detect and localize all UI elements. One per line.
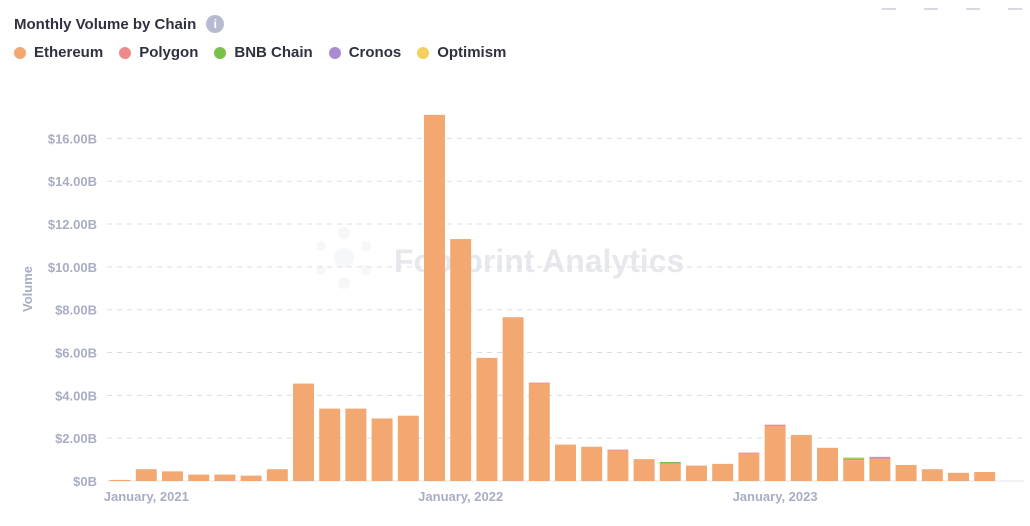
bar-polygon[interactable] [528, 382, 550, 384]
bar-ethereum[interactable] [633, 459, 655, 481]
bar-ethereum[interactable] [555, 444, 576, 481]
chart-title: Monthly Volume by Chain [14, 15, 197, 33]
bar-cronos[interactable] [869, 456, 891, 458]
chart-toolbar [882, 8, 1022, 18]
bar-ethereum[interactable] [895, 464, 917, 481]
legend-label: Cronos [348, 44, 402, 61]
footprint-logo-icon [316, 227, 371, 289]
bar-ethereum[interactable] [921, 469, 943, 481]
x-tick-label: January, 2021 [104, 489, 189, 504]
watermark: Footprint Analytics [316, 227, 684, 289]
bar-ethereum[interactable] [397, 415, 419, 481]
bar-ethereum[interactable] [371, 418, 393, 481]
chart-tool-icon[interactable] [924, 8, 938, 18]
bar-ethereum[interactable] [476, 357, 498, 481]
bar-bnb-chain[interactable] [843, 458, 865, 460]
legend-label: Optimism [437, 44, 507, 61]
chart-tool-icon[interactable] [966, 8, 980, 18]
bar-ethereum[interactable] [790, 434, 812, 481]
y-tick-label: $4.00B [55, 388, 97, 403]
bar-ethereum[interactable] [659, 463, 681, 481]
x-tick-label: January, 2022 [418, 489, 503, 504]
bar-ethereum[interactable] [528, 383, 550, 481]
bar-ethereum[interactable] [450, 239, 472, 481]
bar-ethereum[interactable] [214, 474, 236, 481]
legend-swatch [119, 46, 132, 59]
legend-item-bnb-chain[interactable]: BNB Chain [214, 44, 313, 61]
bar-ethereum[interactable] [266, 469, 288, 481]
bar-polygon[interactable] [764, 424, 786, 427]
bar-ethereum[interactable] [109, 479, 131, 481]
y-axis-label: Volume [20, 266, 35, 312]
bar-ethereum[interactable] [293, 383, 314, 481]
x-tick-label: January, 2023 [733, 489, 818, 504]
bar-ethereum[interactable] [686, 465, 707, 481]
bar-ethereum[interactable] [948, 472, 969, 481]
bar-ethereum[interactable] [424, 114, 445, 481]
y-tick-label: $16.00B [48, 131, 97, 146]
bar-ethereum[interactable] [135, 469, 157, 481]
y-tick-label: $0B [73, 474, 97, 489]
bar-ethereum[interactable] [764, 426, 786, 481]
x-axis-tick-labels: January, 2021 January, 2022 January, 2023 [104, 489, 818, 504]
bar-ethereum[interactable] [607, 450, 629, 481]
chart-tool-icon[interactable] [1008, 8, 1022, 18]
bar-polygon[interactable] [659, 462, 681, 464]
bar-polygon[interactable] [738, 452, 760, 454]
chart-header: Monthly Volume by Chain i [14, 12, 225, 36]
bar-optimism[interactable] [843, 457, 865, 459]
y-tick-label: $2.00B [55, 431, 97, 446]
bar-ethereum[interactable] [240, 475, 262, 481]
bar-bnb-chain[interactable] [659, 461, 681, 464]
legend-item-optimism[interactable]: Optimism [417, 44, 506, 61]
chart-legend: Ethereum Polygon BNB Chain Cronos Optimi… [14, 44, 506, 61]
bar-ethereum[interactable] [188, 474, 210, 481]
legend-item-polygon[interactable]: Polygon [119, 44, 198, 61]
y-axis-tick-labels: $0B $2.00B $4.00B $6.00B $8.00B $10.00B $12.00… [48, 131, 97, 489]
legend-label: BNB Chain [234, 44, 313, 61]
bar-ethereum[interactable] [345, 408, 367, 481]
grid-lines [107, 137, 1024, 482]
legend-swatch [328, 46, 341, 59]
bars [109, 114, 996, 481]
legend-swatch [14, 46, 26, 59]
bar-ethereum[interactable] [319, 408, 341, 481]
legend-label: Ethereum [34, 44, 104, 61]
legend-item-cronos[interactable]: Cronos [328, 44, 402, 61]
legend-item-ethereum[interactable]: Ethereum [14, 44, 103, 61]
bar-ethereum[interactable] [869, 458, 891, 481]
info-icon[interactable]: i [206, 15, 225, 33]
chart-tool-icon[interactable] [882, 8, 896, 18]
bar-polygon[interactable] [869, 457, 891, 459]
bar-ethereum[interactable] [817, 447, 838, 481]
bar-ethereum[interactable] [738, 453, 760, 481]
y-tick-label: $14.00B [48, 174, 97, 189]
bar-polygon[interactable] [843, 459, 865, 461]
bar-polygon[interactable] [607, 449, 629, 451]
legend-swatch [214, 46, 227, 59]
legend-label: Polygon [139, 44, 199, 61]
bar-ethereum[interactable] [843, 460, 865, 481]
y-tick-label: $8.00B [55, 303, 97, 318]
bar-ethereum[interactable] [712, 463, 734, 481]
y-tick-label: $10.00B [48, 260, 97, 275]
bar-ethereum[interactable] [974, 472, 996, 481]
y-tick-label: $12.00B [48, 217, 97, 232]
bar-ethereum[interactable] [502, 317, 524, 481]
legend-swatch [417, 46, 430, 59]
y-tick-label: $6.00B [55, 346, 97, 361]
bar-ethereum[interactable] [581, 446, 603, 481]
bar-ethereum[interactable] [162, 471, 183, 481]
